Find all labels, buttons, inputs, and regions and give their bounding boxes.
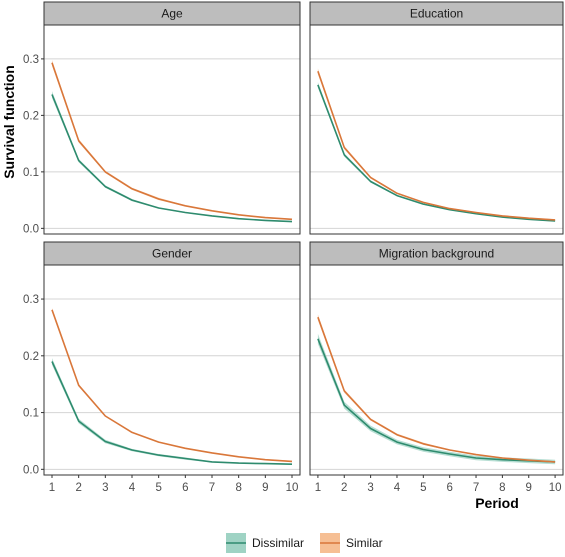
- facet-panel: Gender 0.0 0.1 0.2 0.3 1 2 3 4 5 6 7 8 9 10: [23, 241, 301, 494]
- legend-item-dissimilar: Dissimilar: [226, 533, 304, 553]
- confidence-band: [317, 68, 556, 221]
- x-tick-label: 9: [526, 482, 532, 494]
- legend-label: Similar: [346, 536, 383, 550]
- series-line: [317, 338, 556, 463]
- y-axis-title: Survival function: [1, 65, 17, 179]
- y-tick-label: 0.2: [23, 110, 39, 122]
- x-tick-label: 10: [286, 482, 299, 494]
- series-line: [51, 361, 293, 465]
- legend-label: Dissimilar: [252, 536, 304, 550]
- series-line: [317, 84, 556, 222]
- x-tick-label: 3: [102, 482, 108, 494]
- series-line: [51, 62, 293, 221]
- x-tick-label: 9: [262, 482, 268, 494]
- facet-strip-title: Education: [410, 7, 463, 21]
- facet-strip-title: Migration background: [379, 247, 494, 261]
- x-tick-label: 7: [209, 482, 215, 494]
- facet-panel: Migration background 1 2 3 4 5 6 7 8 9 10: [309, 241, 564, 494]
- y-tick-label: 0.3: [23, 294, 39, 306]
- series-line: [317, 71, 556, 221]
- y-tick-label: 0.0: [23, 464, 39, 476]
- x-tick-label: 5: [420, 482, 426, 494]
- panel-border: [309, 24, 564, 235]
- y-tick-label: 0.3: [23, 54, 39, 66]
- x-tick-label: 2: [341, 482, 347, 494]
- x-tick-label: 4: [394, 482, 401, 494]
- legend: Dissimilar Similar: [226, 533, 383, 553]
- panel-background: [44, 25, 300, 234]
- panel-background: [310, 25, 563, 234]
- series-line: [317, 316, 556, 463]
- legend-item-similar: Similar: [320, 533, 383, 553]
- panel-border: [309, 264, 564, 476]
- x-tick-label: 7: [473, 482, 479, 494]
- facet-panel: Age 0.0 0.1 0.2 0.3: [23, 1, 301, 235]
- x-tick-label: 6: [446, 482, 452, 494]
- x-tick-label: 8: [499, 482, 505, 494]
- x-tick-label: 1: [315, 482, 321, 494]
- x-tick-label: 4: [129, 482, 136, 494]
- x-tick-label: 10: [549, 482, 562, 494]
- x-tick-label: 5: [155, 482, 161, 494]
- y-tick-label: 0.2: [23, 351, 39, 363]
- series-line: [51, 309, 293, 463]
- y-tick-label: 0.1: [23, 408, 39, 420]
- y-tick-label: 0.0: [23, 223, 39, 235]
- x-axis-title: Period: [475, 495, 519, 511]
- panel-background: [44, 265, 300, 475]
- panel-border: [43, 264, 301, 476]
- x-tick-label: 8: [235, 482, 241, 494]
- y-tick-label: 0.1: [23, 167, 39, 179]
- facet-panels: Age 0.0 0.1 0.2 0.3 Education Gender 0.0 0.1 0.2 0…: [23, 1, 564, 494]
- x-tick-label: 1: [49, 482, 55, 494]
- x-tick-label: 2: [75, 482, 81, 494]
- facet-strip-title: Gender: [152, 247, 192, 261]
- panel-background: [310, 265, 563, 475]
- x-tick-label: 6: [182, 482, 188, 494]
- x-tick-label: 3: [367, 482, 373, 494]
- facet-panel: Education: [309, 1, 564, 235]
- facet-strip-title: Age: [161, 7, 183, 21]
- panel-border: [43, 24, 301, 235]
- series-line: [51, 94, 293, 223]
